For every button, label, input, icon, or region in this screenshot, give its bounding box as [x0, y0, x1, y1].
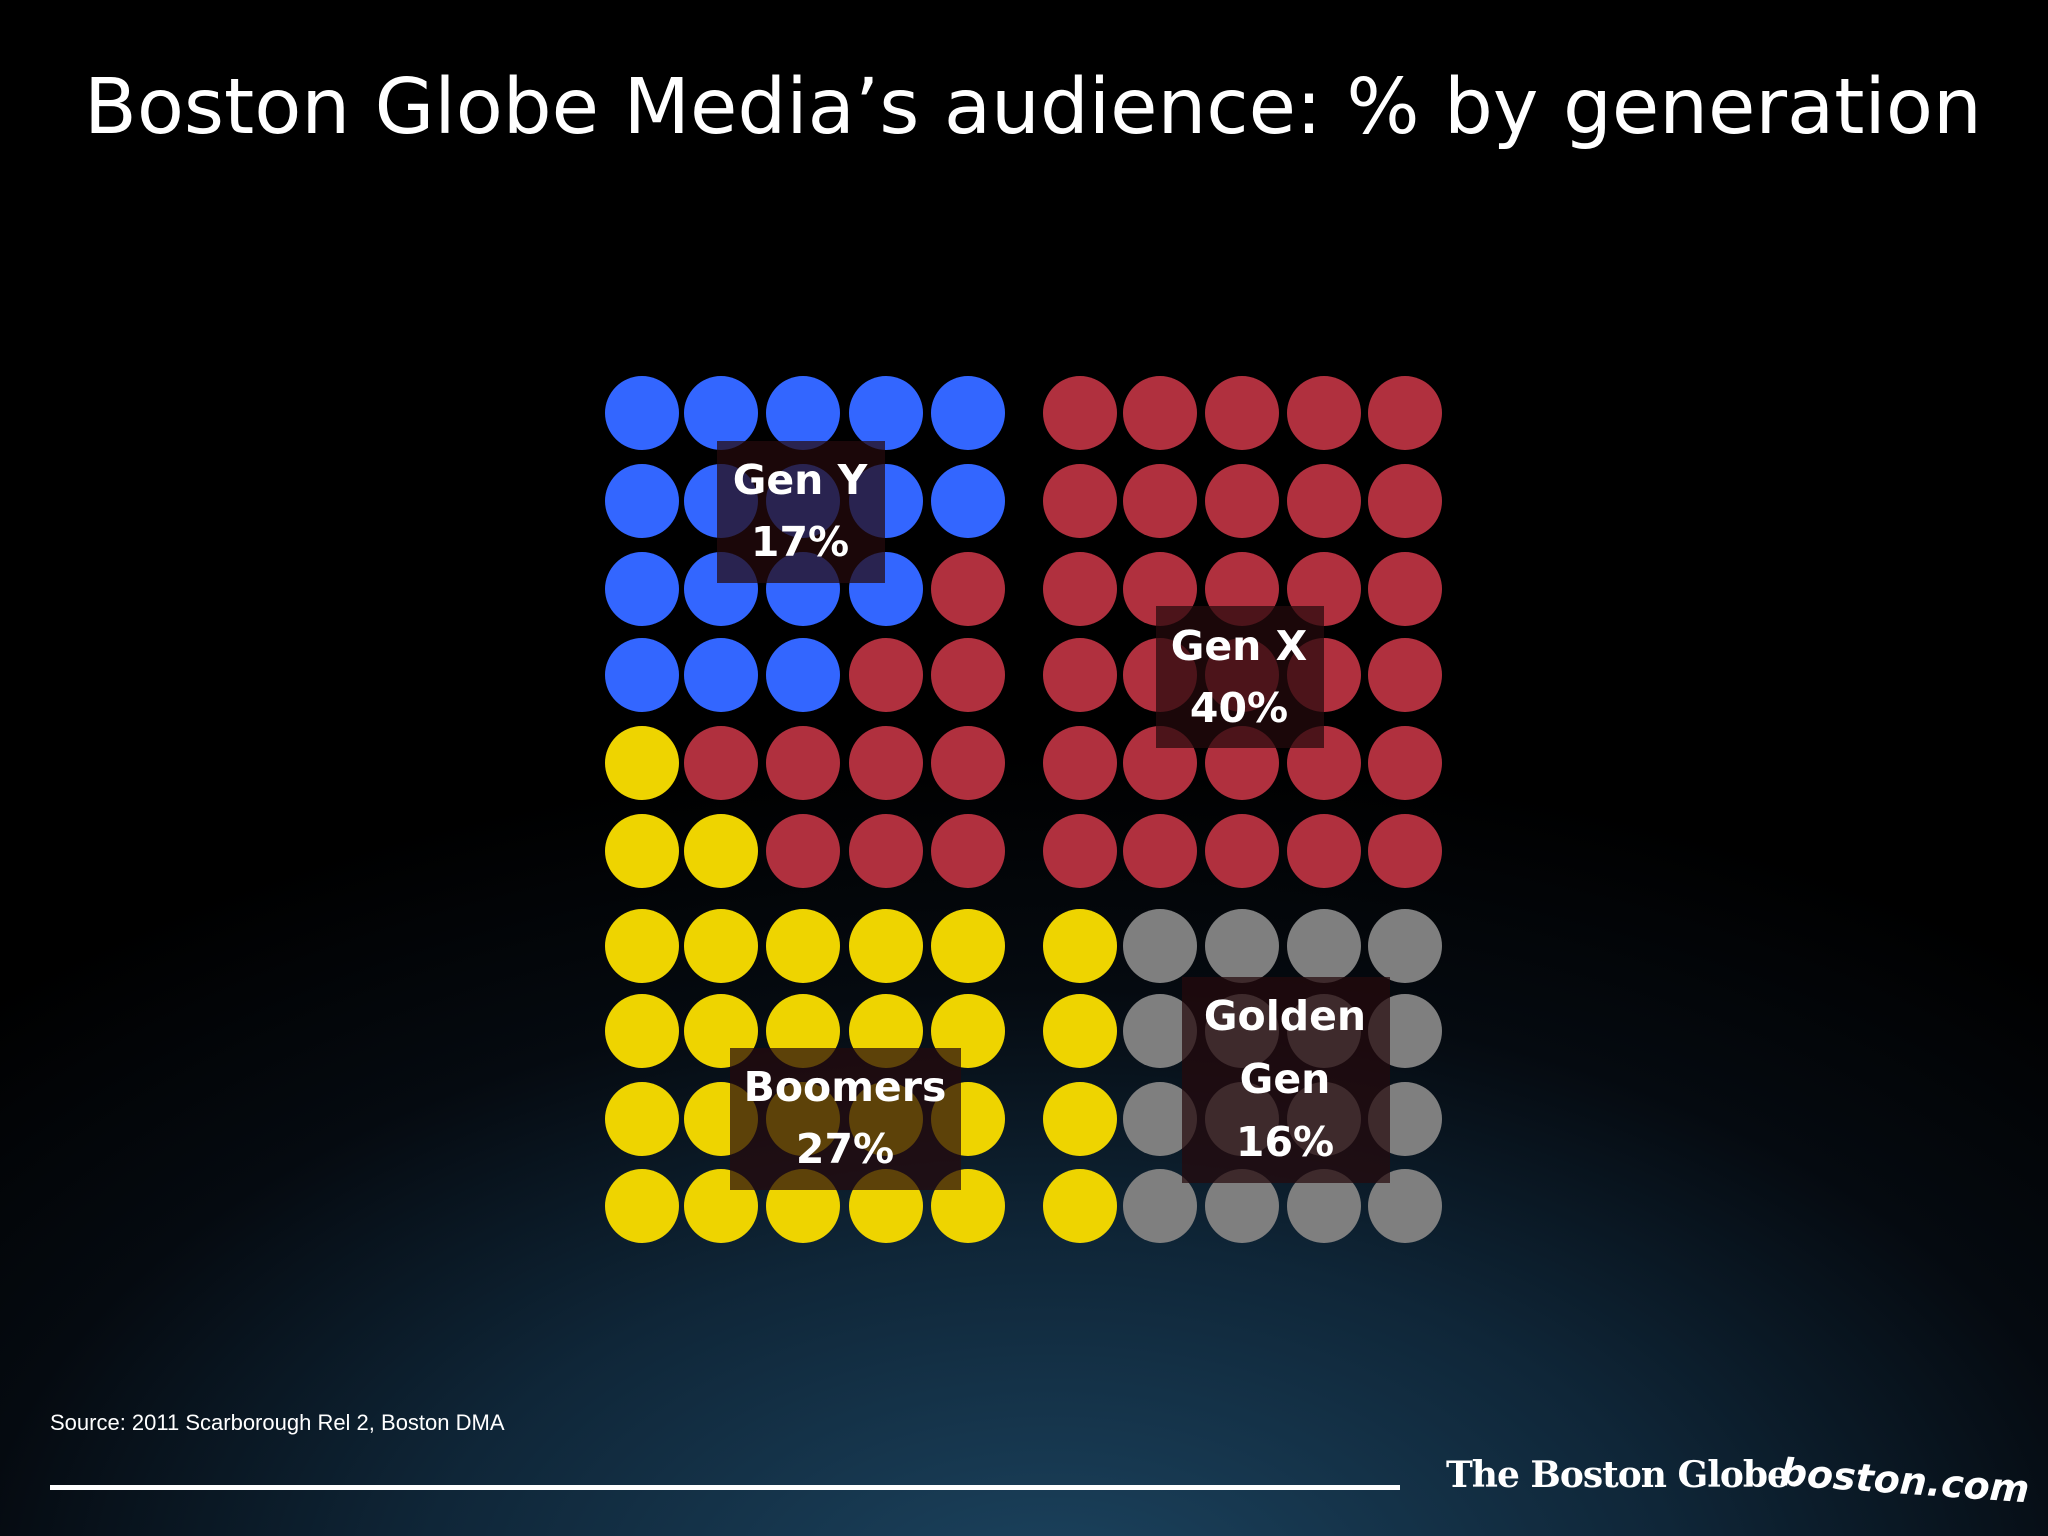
dot-gen-y [605, 552, 679, 626]
dot-gen-x [1043, 552, 1117, 626]
dot-golden-gen [1205, 909, 1279, 983]
label-box-gen-y [717, 441, 885, 583]
dot-gen-x [849, 638, 923, 712]
dot-gen-x [1205, 376, 1279, 450]
dot-boomers [605, 726, 679, 800]
dot-gen-x [931, 638, 1005, 712]
dot-gen-x [1123, 814, 1197, 888]
data-label-boomers: 27% [796, 1125, 894, 1173]
dot-golden-gen [1205, 1169, 1279, 1243]
data-label-golden-gen: 16% [1236, 1118, 1334, 1166]
dot-gen-x [1368, 552, 1442, 626]
label-box-gen-x [1156, 606, 1324, 748]
dot-gen-y [931, 464, 1005, 538]
dot-gen-x [766, 814, 840, 888]
dot-gen-x [1205, 814, 1279, 888]
dot-gen-x [1287, 376, 1361, 450]
dot-boomers [605, 909, 679, 983]
dot-gen-y [605, 464, 679, 538]
dot-gen-x [1368, 464, 1442, 538]
dot-gen-x [1123, 376, 1197, 450]
dot-gen-x [1205, 464, 1279, 538]
dot-boomers [1043, 1082, 1117, 1156]
dot-boomers [1043, 1169, 1117, 1243]
data-label-boomers: Boomers [744, 1063, 947, 1111]
dot-boomers [684, 909, 758, 983]
dot-boomers [849, 909, 923, 983]
dot-golden-gen [1123, 1082, 1197, 1156]
dot-gen-x [1287, 814, 1361, 888]
dot-golden-gen [1123, 994, 1197, 1068]
data-label-golden-gen: Golden [1204, 992, 1366, 1040]
data-label-golden-gen: Gen [1240, 1055, 1331, 1103]
dot-gen-y [766, 376, 840, 450]
dot-boomers [684, 814, 758, 888]
boston-globe-logo: The Boston Globe [1446, 1454, 1790, 1496]
dot-boomers [605, 994, 679, 1068]
dot-gen-y [684, 638, 758, 712]
dot-boomers [1043, 994, 1117, 1068]
dot-golden-gen [1123, 909, 1197, 983]
dot-gen-y [931, 376, 1005, 450]
data-label-gen-x: 40% [1190, 684, 1288, 732]
dot-gen-y [766, 638, 840, 712]
dot-gen-x [1043, 638, 1117, 712]
dot-gen-x [1368, 726, 1442, 800]
dot-gen-x [1368, 814, 1442, 888]
dot-gen-x [1368, 376, 1442, 450]
dot-gen-x [849, 726, 923, 800]
dot-golden-gen [1287, 909, 1361, 983]
dot-boomers [605, 1169, 679, 1243]
data-label-gen-y: Gen Y [733, 456, 869, 504]
dot-golden-gen [1123, 1169, 1197, 1243]
dot-gen-x [1043, 726, 1117, 800]
dot-gen-x [684, 726, 758, 800]
dot-boomers [931, 909, 1005, 983]
dot-boomers [605, 1082, 679, 1156]
page-title: Boston Globe Media’s audience: % by gene… [84, 63, 1982, 152]
label-box-boomers [730, 1048, 961, 1190]
dot-gen-x [1043, 376, 1117, 450]
dot-gen-y [605, 638, 679, 712]
dot-gen-x [931, 726, 1005, 800]
dot-boomers [766, 909, 840, 983]
dot-golden-gen [1287, 1169, 1361, 1243]
label-box-golden-gen [1182, 977, 1390, 1183]
dot-gen-y [605, 376, 679, 450]
data-label-gen-x: Gen X [1171, 622, 1308, 670]
dot-gen-x [931, 814, 1005, 888]
dot-gen-x [766, 726, 840, 800]
dot-gen-x [849, 814, 923, 888]
dot-gen-x [1368, 638, 1442, 712]
dot-golden-gen [1368, 1169, 1442, 1243]
dot-gen-x [931, 552, 1005, 626]
footer-rule [50, 1485, 1400, 1490]
dot-gen-x [1123, 464, 1197, 538]
dot-gen-y [684, 376, 758, 450]
dot-gen-y [849, 376, 923, 450]
dot-gen-x [1043, 814, 1117, 888]
dot-boomers [1043, 909, 1117, 983]
dot-golden-gen [1368, 909, 1442, 983]
dot-gen-x [1287, 464, 1361, 538]
source-note: Source: 2011 Scarborough Rel 2, Boston D… [50, 1410, 505, 1435]
data-label-gen-y: 17% [751, 518, 849, 566]
dot-gen-x [1043, 464, 1117, 538]
dot-boomers [605, 814, 679, 888]
